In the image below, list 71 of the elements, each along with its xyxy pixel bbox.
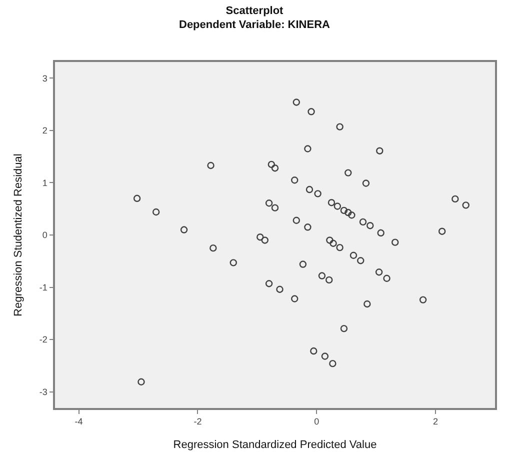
- point: [261, 236, 268, 244]
- point: [336, 123, 344, 130]
- point: [271, 204, 279, 212]
- point: [180, 226, 188, 234]
- point: [138, 378, 145, 386]
- point: [340, 206, 348, 214]
- x-axis-title: Regression Standardized Predicted Value: [173, 439, 377, 452]
- y-tick-label: -1: [39, 282, 48, 292]
- point: [362, 180, 370, 187]
- point: [359, 218, 367, 226]
- point: [334, 202, 342, 210]
- point: [271, 164, 279, 172]
- point: [375, 268, 383, 276]
- point: [133, 194, 141, 202]
- point: [326, 236, 334, 244]
- point: [306, 186, 314, 194]
- point: [350, 252, 358, 259]
- y-tick-label: -3: [39, 386, 48, 397]
- point: [419, 296, 427, 304]
- point: [326, 276, 333, 284]
- point: [291, 295, 298, 302]
- point: [265, 280, 273, 288]
- point: [314, 190, 322, 198]
- point: [292, 216, 300, 224]
- x-tick-label: -2: [194, 416, 202, 427]
- point: [291, 176, 298, 184]
- point: [366, 222, 374, 230]
- point: [348, 212, 356, 219]
- point: [207, 162, 214, 170]
- point: [210, 244, 217, 252]
- point: [268, 160, 276, 168]
- point: [328, 199, 336, 206]
- point: [304, 224, 312, 231]
- point: [452, 195, 459, 203]
- point: [299, 260, 307, 268]
- point: [438, 228, 446, 235]
- chart-title: Scatterplot: [226, 4, 284, 17]
- point: [321, 352, 329, 360]
- y-tick-label: 2: [42, 126, 48, 136]
- point: [462, 202, 470, 209]
- point: [392, 238, 399, 246]
- chart-subtitle: Dependent Variable: KINERA: [179, 19, 330, 32]
- x-tick-label: -4: [74, 416, 83, 427]
- point: [383, 274, 390, 282]
- point: [344, 208, 352, 216]
- x-tick-label: 2: [433, 416, 438, 427]
- y-tick-label: 0: [42, 230, 48, 240]
- point: [318, 272, 326, 280]
- point: [364, 300, 371, 308]
- point: [292, 98, 300, 106]
- point: [230, 259, 237, 266]
- y-axis-title: Regression Studentized Residual: [12, 154, 25, 316]
- x-tick-label: 0: [314, 416, 320, 427]
- point: [336, 244, 344, 252]
- point: [310, 347, 318, 355]
- point: [329, 360, 336, 368]
- point: [265, 200, 273, 207]
- point: [152, 208, 160, 216]
- point: [377, 229, 384, 237]
- point: [376, 147, 384, 154]
- y-tick-label: 3: [42, 73, 48, 84]
- point: [276, 286, 284, 293]
- point: [304, 145, 312, 152]
- point: [357, 257, 364, 264]
- point: [340, 324, 348, 332]
- y-tick-label: 1: [42, 178, 48, 188]
- point: [330, 240, 337, 247]
- y-tick-label: -2: [39, 334, 48, 345]
- point: [344, 169, 352, 176]
- point: [308, 108, 315, 116]
- point: [256, 233, 264, 241]
